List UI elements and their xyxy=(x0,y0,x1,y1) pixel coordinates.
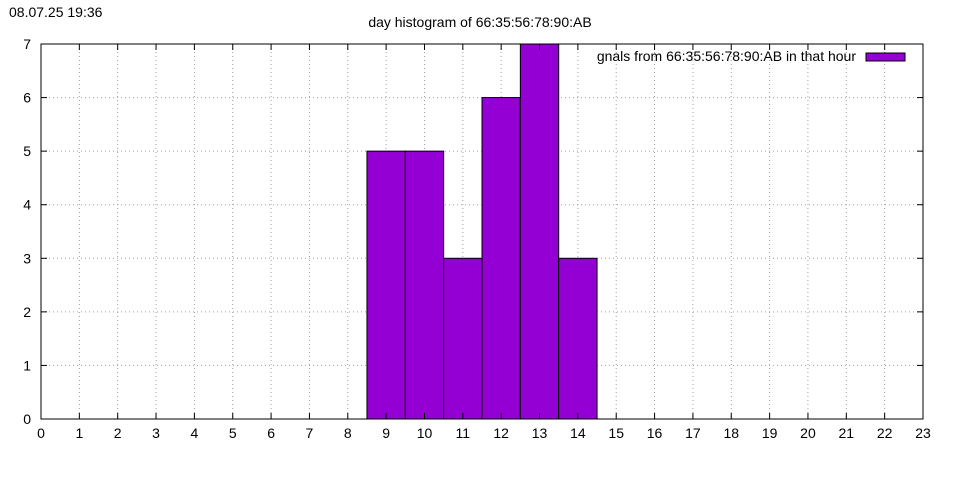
y-tick-label: 2 xyxy=(23,304,31,320)
x-tick-label: 1 xyxy=(75,425,83,441)
y-tick-label: 6 xyxy=(23,90,31,106)
legend: gnals from 66:35:56:78:90:AB in that hou… xyxy=(597,48,906,64)
x-tick-label: 5 xyxy=(229,425,237,441)
x-tick-label: 13 xyxy=(532,425,548,441)
x-tick-label: 16 xyxy=(647,425,663,441)
histogram-bar xyxy=(558,257,598,420)
x-tick-label: 9 xyxy=(382,425,390,441)
y-tick-label: 4 xyxy=(23,197,31,213)
histogram-bar xyxy=(404,150,445,420)
x-tick-label: 21 xyxy=(839,425,855,441)
x-tick-label: 17 xyxy=(685,425,701,441)
x-tick-label: 15 xyxy=(608,425,624,441)
y-tick-label: 1 xyxy=(23,357,31,373)
y-tick-label: 7 xyxy=(23,36,31,52)
x-tick-label: 14 xyxy=(570,425,586,441)
bars xyxy=(366,43,598,420)
y-tick-label: 0 xyxy=(23,411,31,427)
histogram-bar xyxy=(366,150,406,420)
legend-label: gnals from 66:35:56:78:90:AB in that hou… xyxy=(597,48,857,64)
x-axis-labels: 0 1 2 3 4 5 6 7 8 9 10 11 12 13 14 15 16 17 18 19 20 21 22 23 xyxy=(37,425,931,441)
x-tick-label: 20 xyxy=(800,425,816,441)
x-tick-label: 4 xyxy=(190,425,198,441)
x-tick-label: 10 xyxy=(417,425,433,441)
x-tick-label: 2 xyxy=(114,425,122,441)
x-tick-label: 0 xyxy=(37,425,45,441)
timestamp: 08.07.25 19:36 xyxy=(9,4,103,20)
x-tick-label: 8 xyxy=(344,425,352,441)
histogram-bar xyxy=(519,43,560,420)
x-tick-label: 19 xyxy=(762,425,778,441)
y-tick-label: 3 xyxy=(23,250,31,266)
y-tick-label: 5 xyxy=(23,143,31,159)
x-tick-label: 18 xyxy=(723,425,739,441)
x-tick-label: 11 xyxy=(456,425,471,441)
x-tick-label: 22 xyxy=(877,425,893,441)
histogram-bar xyxy=(443,257,483,420)
x-tick-label: 23 xyxy=(915,425,931,441)
x-tick-label: 3 xyxy=(152,425,160,441)
plot-frame xyxy=(40,43,924,420)
x-tick-label: 6 xyxy=(267,425,275,441)
legend-swatch xyxy=(865,52,906,62)
y-axis-labels: 0 1 2 3 4 5 6 7 xyxy=(23,36,31,427)
chart-title: day histogram of 66:35:56:78:90:AB xyxy=(368,14,591,30)
tick-marks xyxy=(40,43,924,420)
x-tick-label: 7 xyxy=(306,425,314,441)
x-tick-label: 12 xyxy=(493,425,509,441)
histogram-bar xyxy=(481,97,521,420)
